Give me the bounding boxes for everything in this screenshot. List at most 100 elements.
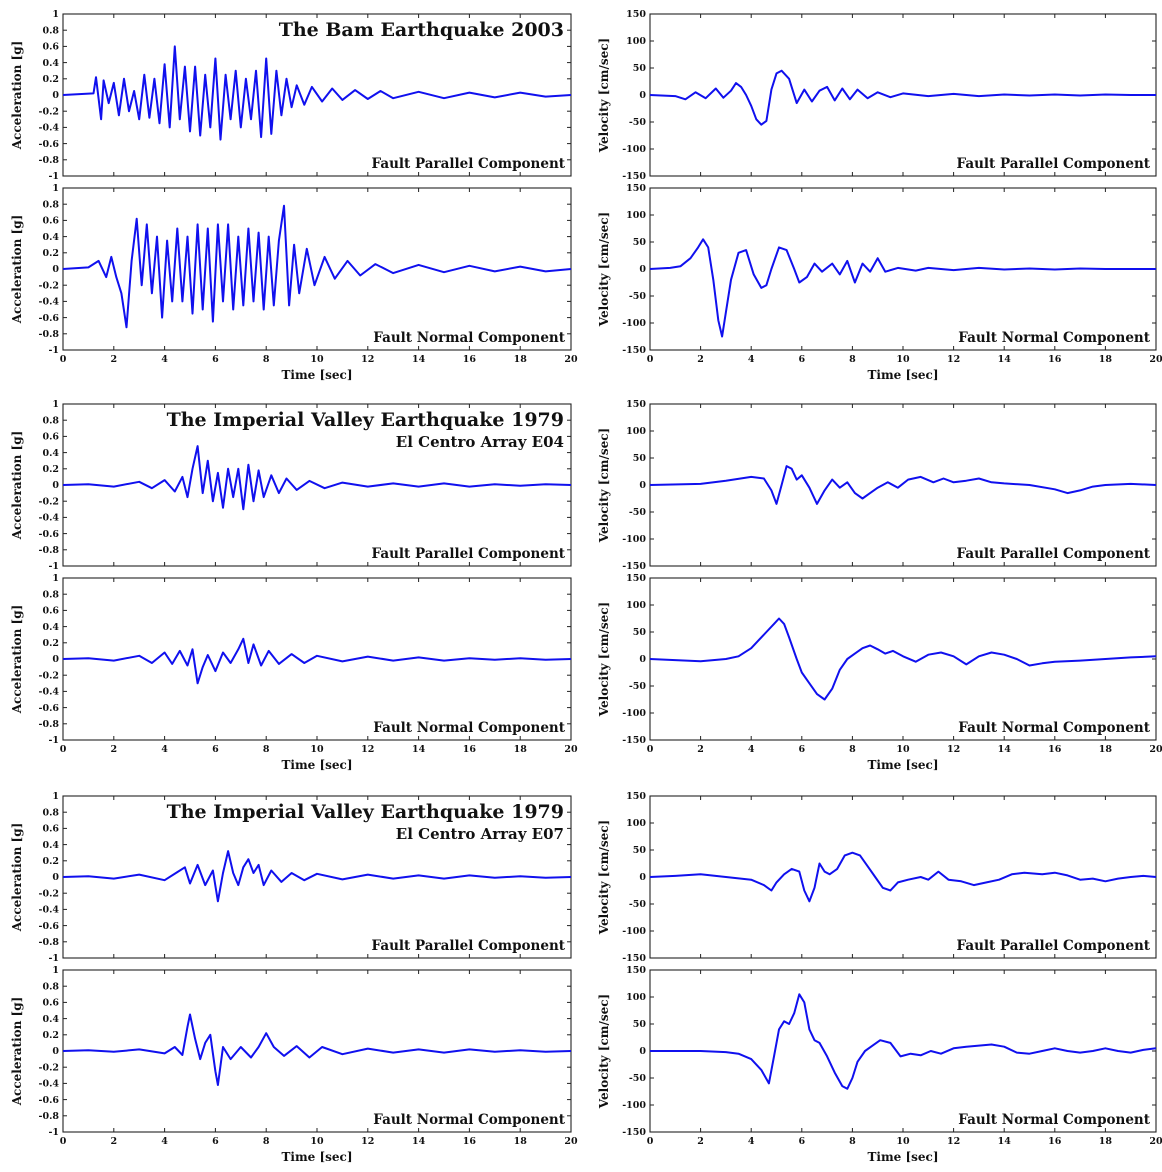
y-tick-label: 150: [626, 9, 646, 20]
y-tick-label: -1: [48, 953, 59, 964]
x-tick-label: 20: [1149, 354, 1162, 365]
y-tick-label: -0.4: [39, 905, 60, 916]
panel-g1-vel-parallel: 150 100 50 0 -50 -100 -150 Velocity [cm/sec] Fau…: [597, 399, 1157, 572]
component-label: Fault Parallel Component: [957, 156, 1151, 172]
y-tick-label: -0.4: [39, 687, 60, 698]
x-tick-label: 4: [748, 354, 755, 365]
x-tick-label: 10: [896, 354, 910, 365]
y-axis-label: Velocity [cm/sec]: [597, 428, 611, 543]
x-tick-label: 16: [1048, 354, 1062, 365]
y-axis-label: Velocity [cm/sec]: [597, 212, 611, 327]
x-tick-label: 6: [212, 744, 219, 755]
y-axis-label: Acceleration [g]: [10, 997, 24, 1107]
x-tick-label: 18: [1099, 1136, 1113, 1147]
component-label: Fault Parallel Component: [372, 156, 566, 172]
panel-g2-vel-parallel: 150 100 50 0 -50 -100 -150 Velocity [cm/sec] Fau…: [597, 791, 1157, 964]
x-tick-label: 14: [998, 744, 1012, 755]
x-tick-label: 2: [110, 1136, 117, 1147]
y-tick-label: 0.6: [42, 216, 59, 227]
y-tick-label: -150: [622, 561, 646, 572]
y-tick-label: -150: [622, 171, 646, 182]
y-tick-label: -0.4: [39, 123, 60, 134]
component-label: Fault Normal Component: [958, 1112, 1150, 1128]
y-tick-label: 0: [639, 480, 646, 491]
y-tick-label: -0.8: [39, 329, 60, 340]
x-axis-label: Time [sec]: [867, 758, 938, 772]
component-label: Fault Normal Component: [373, 330, 565, 346]
x-tick-label: 8: [263, 354, 270, 365]
x-tick-label: 8: [263, 744, 270, 755]
y-axis-label: Velocity [cm/sec]: [597, 994, 611, 1109]
series-line-vel-parallel: [649, 851, 1157, 903]
y-tick-label: 50: [633, 63, 647, 74]
y-tick-label: 0.6: [42, 606, 59, 617]
y-axis-label: Acceleration [g]: [10, 215, 24, 325]
y-tick-label: -1: [48, 345, 59, 356]
y-tick-label: -1: [48, 171, 59, 182]
x-tick-label: 18: [1099, 744, 1113, 755]
y-tick-label: -0.2: [39, 888, 59, 899]
x-tick-label: 16: [1048, 1136, 1062, 1147]
y-tick-label: -0.6: [39, 313, 60, 324]
x-tick-label: 12: [947, 1136, 960, 1147]
x-axis-label: Time [sec]: [281, 1150, 352, 1164]
y-tick-label: 0.8: [42, 199, 59, 210]
x-tick-label: 10: [896, 744, 910, 755]
y-tick-label: -100: [622, 926, 646, 937]
y-tick-label: -0.8: [39, 719, 60, 730]
panel-g0-acc-parallel: 1 0.8 0.6 0.4 0.2 0 -0.2 -0.4 -0.6 -0.8 -1 Accelera…: [10, 9, 572, 182]
component-label: Fault Parallel Component: [957, 546, 1151, 562]
component-label: Fault Normal Component: [958, 720, 1150, 736]
y-tick-label: -0.4: [39, 513, 60, 524]
y-tick-label: 0.6: [42, 432, 59, 443]
x-tick-label: 2: [697, 354, 704, 365]
series-line-acc-parallel: [62, 850, 572, 903]
y-tick-label: 1: [52, 9, 59, 20]
component-label: Fault Normal Component: [373, 720, 565, 736]
y-tick-label: 150: [626, 399, 646, 410]
y-tick-label: 100: [626, 36, 646, 47]
y-tick-label: 0: [639, 1046, 646, 1057]
x-tick-label: 20: [1149, 1136, 1162, 1147]
panel-g0-acc-normal: 10.80.60.40.20-0.2-0.4-0.6-0.8-10 2 4 6 8 10 1…: [10, 183, 578, 382]
component-label: Fault Parallel Component: [372, 546, 566, 562]
x-tick-label: 6: [798, 1136, 805, 1147]
x-tick-label: 10: [310, 354, 324, 365]
y-tick-label: 100: [626, 600, 646, 611]
y-tick-label: -50: [629, 1073, 647, 1084]
x-tick-label: 4: [748, 1136, 755, 1147]
x-tick-label: 0: [647, 1136, 654, 1147]
x-tick-label: 4: [161, 1136, 168, 1147]
x-tick-label: 2: [697, 1136, 704, 1147]
y-tick-label: 1: [52, 965, 59, 976]
x-tick-label: 10: [896, 1136, 910, 1147]
y-tick-label: -0.4: [39, 1079, 60, 1090]
x-tick-label: 8: [263, 1136, 270, 1147]
y-tick-label: 100: [626, 818, 646, 829]
y-tick-label: -50: [629, 291, 647, 302]
x-tick-label: 12: [361, 1136, 374, 1147]
y-tick-label: 0.2: [42, 1030, 59, 1041]
y-tick-label: 0.8: [42, 981, 59, 992]
y-tick-label: -150: [622, 735, 646, 746]
x-tick-label: 12: [947, 354, 960, 365]
y-tick-label: 50: [633, 237, 647, 248]
y-tick-label: -50: [629, 117, 647, 128]
x-tick-label: 8: [849, 744, 856, 755]
y-tick-label: 0: [52, 264, 59, 275]
y-tick-label: 0: [639, 264, 646, 275]
x-tick-label: 6: [798, 744, 805, 755]
y-tick-label: 0.8: [42, 415, 59, 426]
y-tick-label: 0: [52, 90, 59, 101]
x-tick-label: 2: [697, 744, 704, 755]
y-tick-label: -0.8: [39, 155, 60, 166]
y-tick-label: -150: [622, 1127, 646, 1138]
y-tick-label: 50: [633, 627, 647, 638]
y-tick-label: 0: [639, 654, 646, 665]
y-tick-label: 0.4: [42, 58, 59, 69]
x-tick-label: 4: [748, 744, 755, 755]
y-tick-label: 0: [639, 872, 646, 883]
y-tick-label: 150: [626, 791, 646, 802]
y-tick-label: -0.2: [39, 106, 59, 117]
y-tick-label: -0.6: [39, 921, 60, 932]
